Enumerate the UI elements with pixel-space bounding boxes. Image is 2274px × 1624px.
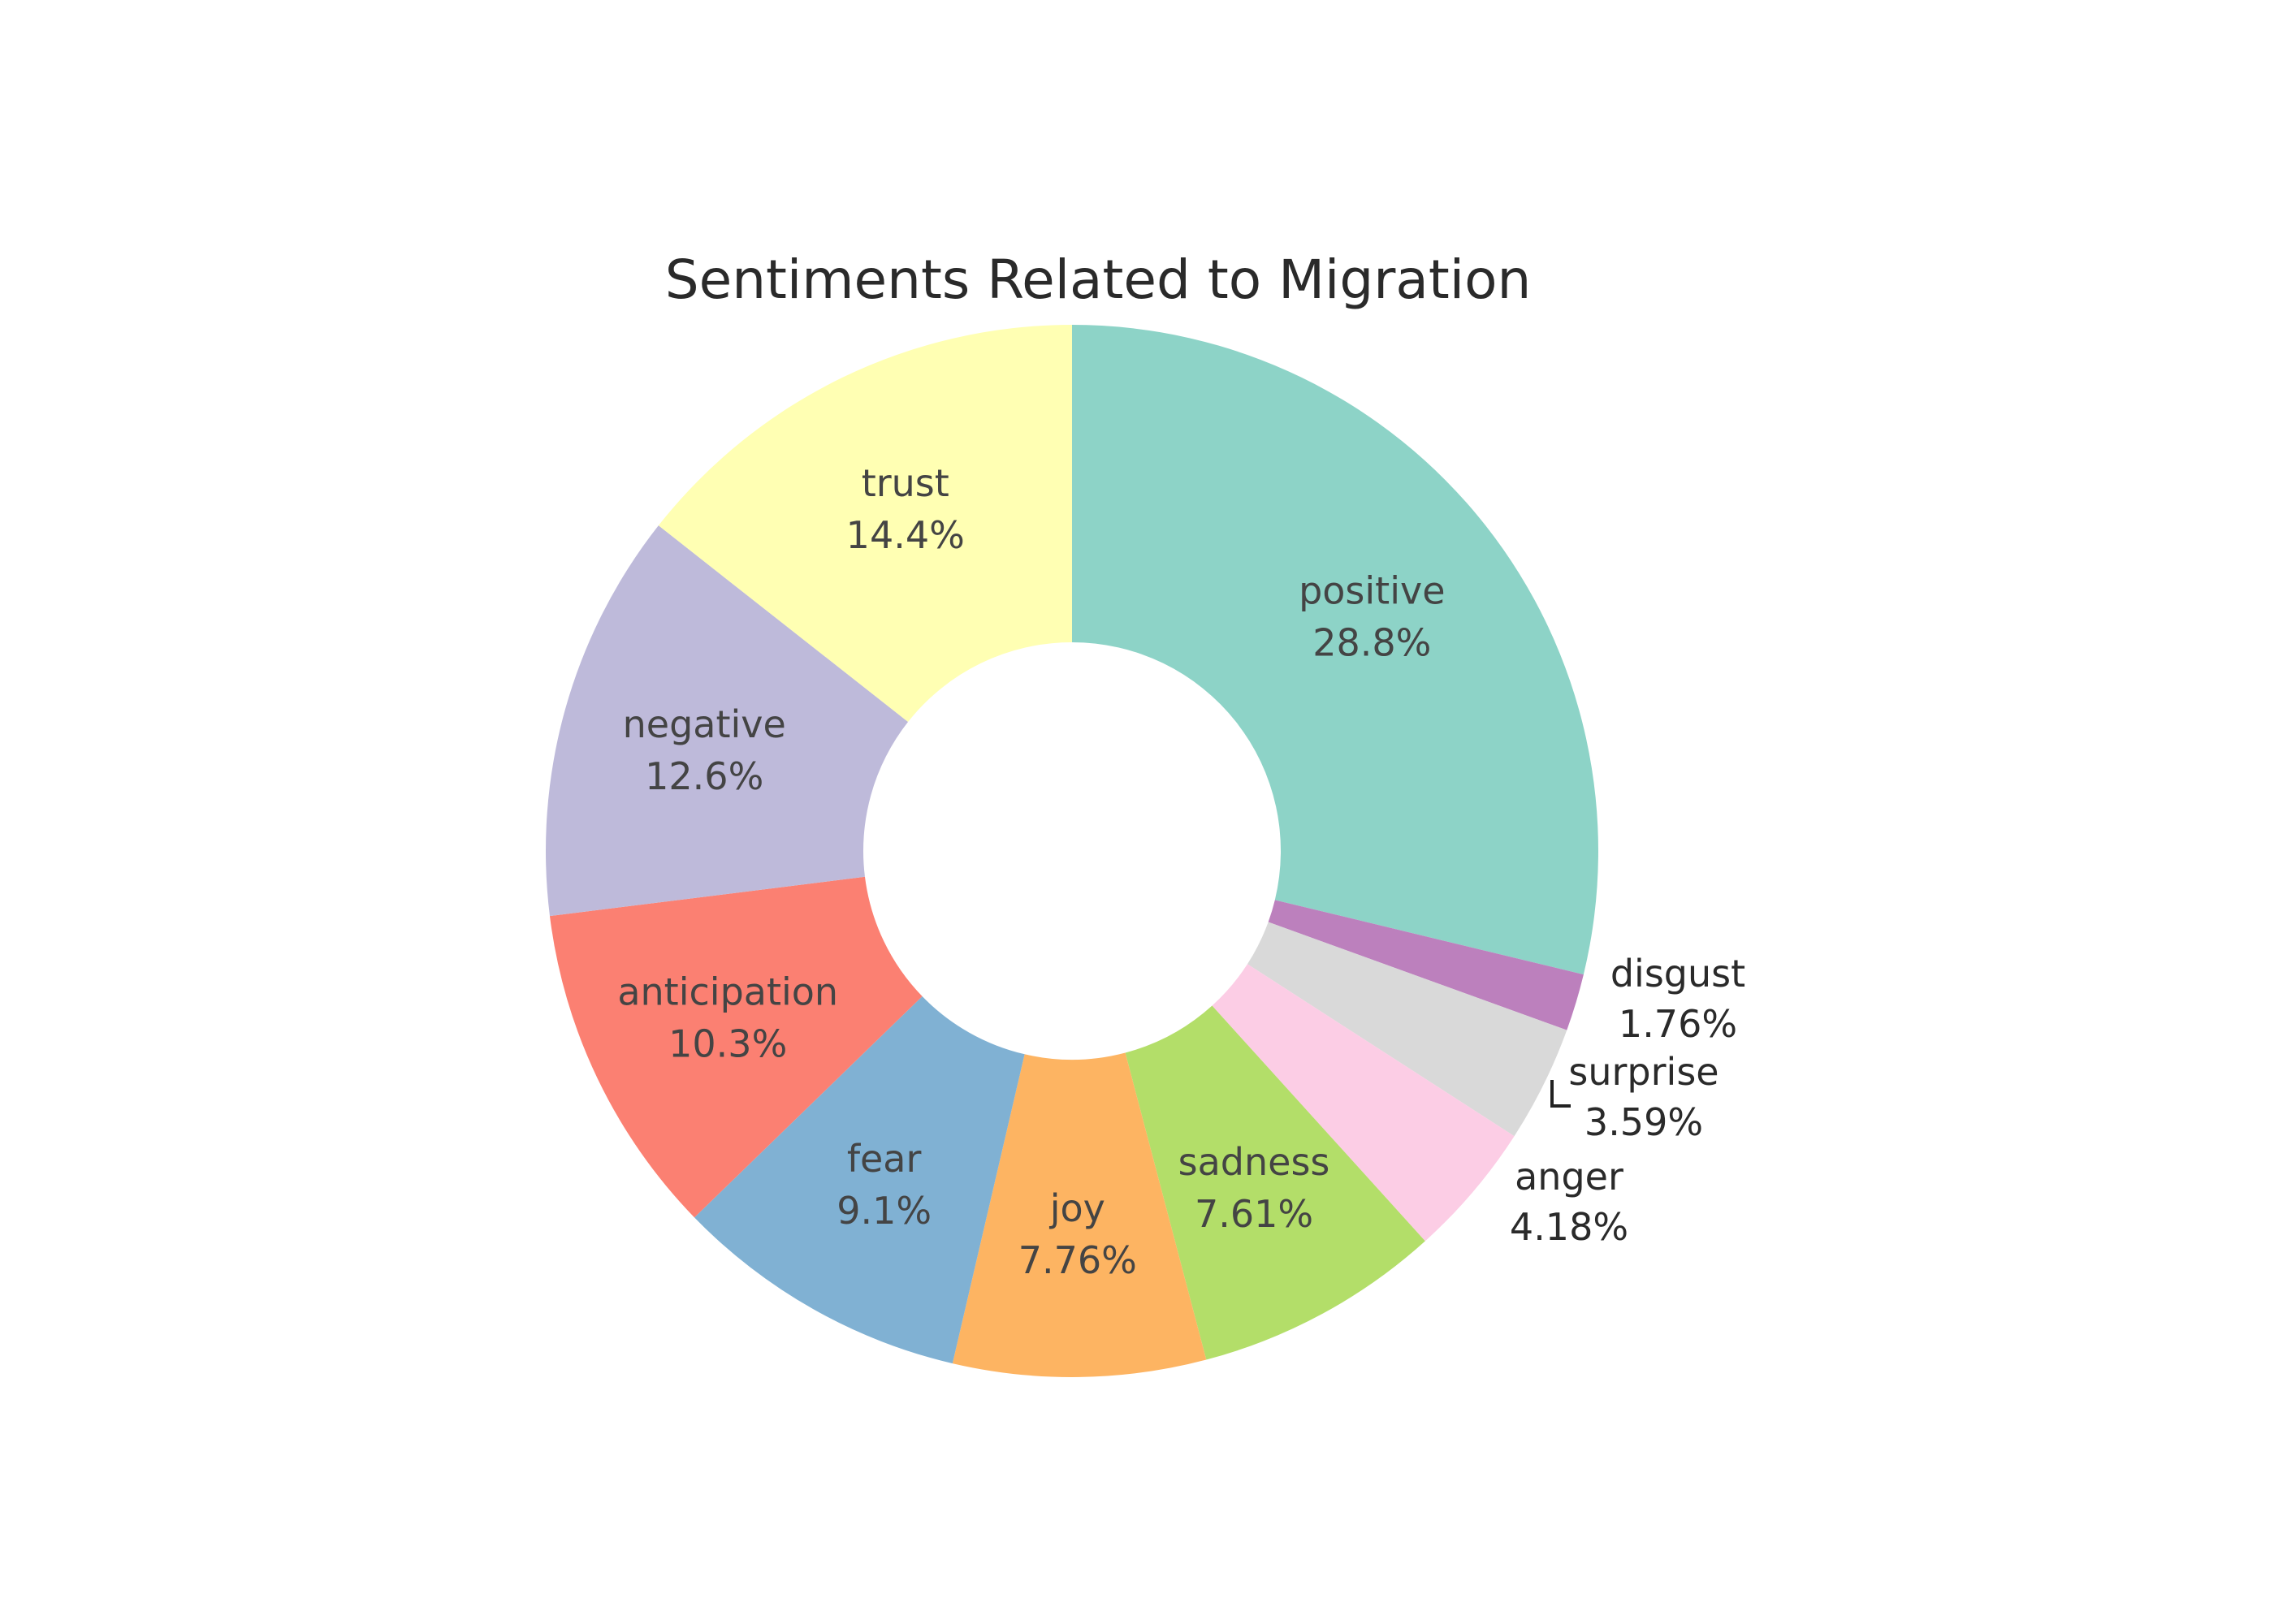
- slice-label-sadness: sadness: [1178, 1140, 1330, 1184]
- slice-label-positive: positive: [1299, 568, 1445, 612]
- slice-percent-positive: 28.8%: [1312, 620, 1431, 664]
- slice-percent-anger: 4.18%: [1510, 1205, 1628, 1249]
- slice-label-anticipation: anticipation: [617, 970, 838, 1013]
- slice-percent-anticipation: 10.3%: [668, 1021, 787, 1065]
- slice-trust[interactable]: [658, 325, 1072, 723]
- slice-label-anger: anger: [1515, 1155, 1623, 1199]
- slice-percent-disgust: 1.76%: [1619, 1002, 1737, 1046]
- slices-layer: [545, 325, 1598, 1377]
- slice-negative[interactable]: [545, 525, 909, 917]
- chart-title: Sentiments Related to Migration: [665, 248, 1532, 311]
- slice-percent-fear: 9.1%: [837, 1189, 932, 1233]
- slice-fear[interactable]: [694, 996, 1025, 1364]
- slice-positive[interactable]: [1072, 325, 1598, 975]
- slice-label-disgust: disgust: [1610, 952, 1745, 996]
- slice-percent-sadness: 7.61%: [1195, 1192, 1313, 1236]
- slice-label-negative: negative: [623, 702, 786, 746]
- slice-percent-surprise: 3.59%: [1584, 1100, 1703, 1144]
- slice-percent-trust: 14.4%: [846, 513, 965, 557]
- slice-percent-negative: 12.6%: [645, 754, 763, 798]
- leader-lines-layer: [1550, 1080, 1571, 1108]
- labels-layer: positive 28.8% disgust 1.76%surprise 3.59% an…: [617, 461, 1745, 1282]
- slice-joy[interactable]: [952, 1052, 1207, 1377]
- slice-surprise[interactable]: [1247, 922, 1567, 1137]
- slice-percent-joy: 7.76%: [1018, 1238, 1137, 1282]
- slice-sadness[interactable]: [1125, 1005, 1425, 1360]
- slice-label-joy: joy: [1049, 1186, 1105, 1230]
- slice-label-surprise: surprise: [1568, 1050, 1718, 1094]
- slice-anticipation[interactable]: [549, 876, 923, 1218]
- slice-disgust[interactable]: [1268, 900, 1584, 1030]
- slice-label-trust: trust: [862, 461, 949, 505]
- leader-line-surprise: [1550, 1080, 1571, 1108]
- slice-label-fear: fear: [847, 1137, 922, 1181]
- slice-anger[interactable]: [1212, 964, 1515, 1242]
